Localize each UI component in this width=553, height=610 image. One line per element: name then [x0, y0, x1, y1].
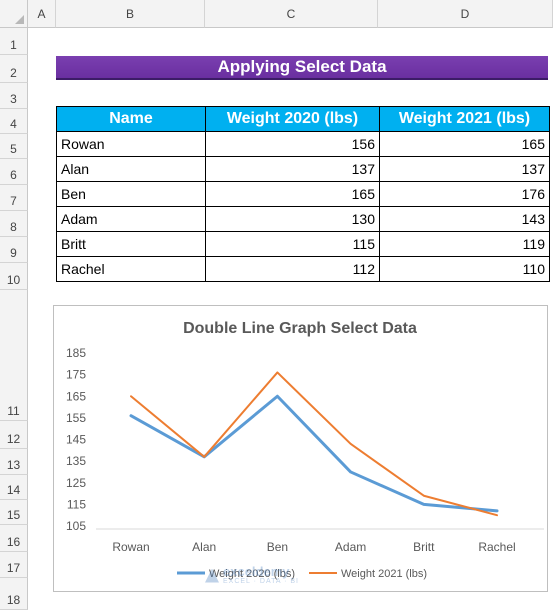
- row-header-6[interactable]: 6: [0, 159, 28, 185]
- x-tick-label: Alan: [192, 540, 216, 554]
- row-header-7[interactable]: 7: [0, 185, 28, 211]
- table-header-row: Name Weight 2020 (lbs) Weight 2021 (lbs): [56, 106, 550, 132]
- data-table: Name Weight 2020 (lbs) Weight 2021 (lbs)…: [56, 106, 550, 282]
- chart-svg: Double Line Graph Select Data 185 175 165 1…: [66, 320, 544, 580]
- column-header-a[interactable]: A: [28, 0, 56, 28]
- y-tick-label: 115: [67, 497, 86, 511]
- row-header-2[interactable]: 2: [0, 55, 28, 83]
- cell-weight-2020[interactable]: 137: [205, 156, 380, 182]
- table-row: Adam 130 143: [56, 206, 550, 232]
- table-row: Rowan 156 165: [56, 131, 550, 157]
- x-tick-label: Adam: [335, 540, 366, 554]
- row-header-17[interactable]: 17: [0, 552, 28, 578]
- row-header-16[interactable]: 16: [0, 525, 28, 552]
- select-all-corner[interactable]: [0, 0, 28, 28]
- row-header-1[interactable]: 1: [0, 28, 28, 55]
- table-row: Alan 137 137: [56, 156, 550, 182]
- cell-weight-2020[interactable]: 112: [205, 256, 380, 282]
- row-header-12[interactable]: 12: [0, 421, 28, 449]
- y-tick-label: 175: [66, 368, 86, 382]
- series-line-2020[interactable]: [129, 394, 499, 513]
- row-header-11[interactable]: 11: [0, 290, 28, 421]
- row-header-18[interactable]: 18: [0, 578, 28, 610]
- cell-name[interactable]: Alan: [56, 156, 206, 182]
- cell-weight-2021[interactable]: 137: [379, 156, 550, 182]
- header-weight-2020[interactable]: Weight 2020 (lbs): [205, 106, 380, 132]
- row-header-5[interactable]: 5: [0, 134, 28, 159]
- series-line-2021[interactable]: [130, 371, 498, 517]
- cell-name[interactable]: Ben: [56, 181, 206, 207]
- cell-weight-2020[interactable]: 130: [205, 206, 380, 232]
- y-tick-label: 145: [66, 433, 86, 447]
- header-name[interactable]: Name: [56, 106, 206, 132]
- x-tick-label: Rowan: [112, 540, 149, 554]
- cell-weight-2020[interactable]: 165: [205, 181, 380, 207]
- x-tick-label: Rachel: [478, 540, 515, 554]
- cell-weight-2021[interactable]: 176: [379, 181, 550, 207]
- row-header-8[interactable]: 8: [0, 211, 28, 237]
- sheet-title[interactable]: Applying Select Data: [56, 56, 548, 80]
- cell-weight-2020[interactable]: 156: [205, 131, 380, 157]
- y-tick-label: 125: [66, 476, 86, 490]
- cell-name[interactable]: Adam: [56, 206, 206, 232]
- cell-name[interactable]: Britt: [56, 231, 206, 257]
- exceldemy-logo-icon: [205, 568, 219, 583]
- table-row: Britt 115 119: [56, 231, 550, 257]
- watermark-tagline: EXCEL · DATA · BI: [223, 578, 299, 585]
- watermark-name: exceldemy: [223, 564, 290, 579]
- cell-weight-2021[interactable]: 165: [379, 131, 550, 157]
- watermark: exceldemy EXCEL · DATA · BI: [205, 564, 299, 585]
- table-row: Rachel 112 110: [56, 256, 550, 282]
- cell-weight-2021[interactable]: 119: [379, 231, 550, 257]
- cell-name[interactable]: Rachel: [56, 256, 206, 282]
- line-chart[interactable]: Double Line Graph Select Data 185 175 165 1…: [53, 305, 548, 592]
- cell-name[interactable]: Rowan: [56, 131, 206, 157]
- cell-weight-2020[interactable]: 115: [205, 231, 380, 257]
- x-tick-label: Ben: [267, 540, 288, 554]
- chart-title[interactable]: Double Line Graph Select Data: [183, 320, 417, 337]
- legend-entry[interactable]: Weight 2021 (lbs): [341, 568, 427, 580]
- row-header-9[interactable]: 9: [0, 237, 28, 263]
- row-header-10[interactable]: 10: [0, 263, 28, 290]
- y-tick-label: 105: [66, 519, 86, 533]
- row-header-15[interactable]: 15: [0, 500, 28, 525]
- column-header-d[interactable]: D: [378, 0, 553, 28]
- column-header-b[interactable]: B: [56, 0, 205, 28]
- y-tick-label: 185: [66, 346, 86, 360]
- column-header-c[interactable]: C: [205, 0, 378, 28]
- cell-weight-2021[interactable]: 110: [379, 256, 550, 282]
- table-row: Ben 165 176: [56, 181, 550, 207]
- y-tick-label: 155: [66, 411, 86, 425]
- header-weight-2021[interactable]: Weight 2021 (lbs): [379, 106, 550, 132]
- x-tick-label: Britt: [413, 540, 435, 554]
- row-header-13[interactable]: 13: [0, 449, 28, 475]
- row-header-3[interactable]: 3: [0, 83, 28, 109]
- cell-weight-2021[interactable]: 143: [379, 206, 550, 232]
- legend-entry[interactable]: Weight 2020 (lbs): [209, 568, 295, 580]
- y-tick-label: 165: [66, 389, 86, 403]
- row-header-4[interactable]: 4: [0, 109, 28, 134]
- y-tick-label: 135: [66, 454, 86, 468]
- row-header-14[interactable]: 14: [0, 475, 28, 500]
